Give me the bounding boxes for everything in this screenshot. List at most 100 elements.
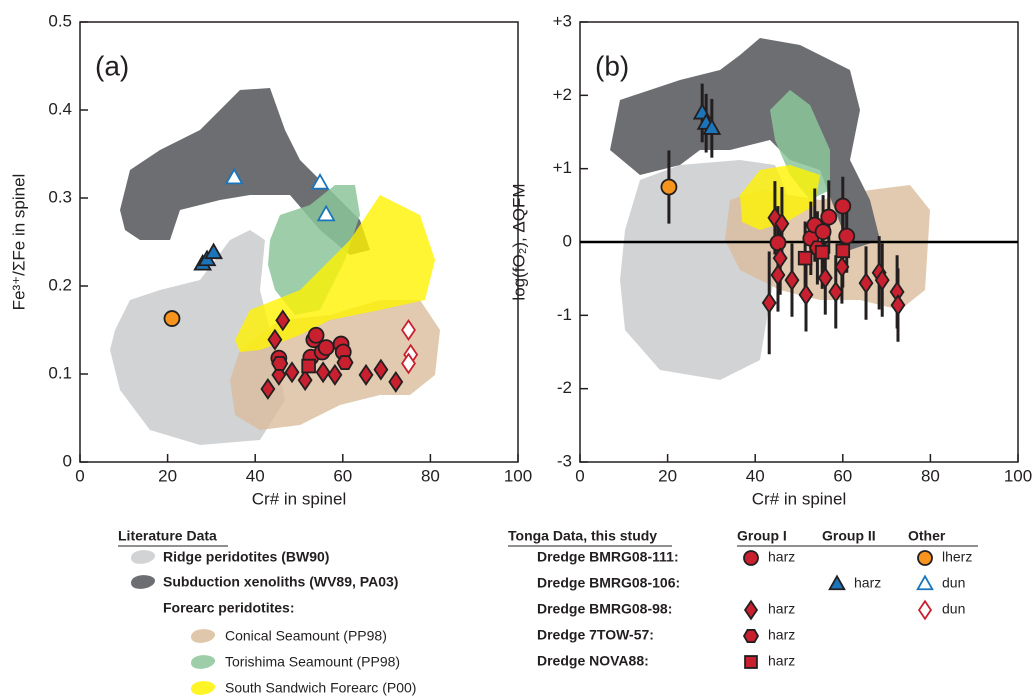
data-point	[301, 358, 316, 374]
data-point	[224, 167, 244, 185]
legend-marker	[828, 574, 846, 591]
data-point	[317, 339, 335, 356]
x-tick-label: 0	[575, 466, 584, 485]
x-tick-label: 80	[421, 466, 440, 485]
y-tick-label: -3	[557, 451, 572, 470]
legend-marker	[917, 550, 933, 566]
legend-label: harz	[768, 601, 795, 617]
data-point	[770, 264, 786, 286]
legend-swatch	[131, 575, 156, 589]
x-tick-label: 60	[833, 466, 852, 485]
data-point	[702, 118, 722, 135]
x-tick-label: 80	[921, 466, 940, 485]
y-tick-label: -1	[557, 305, 572, 324]
data-point	[797, 250, 813, 266]
data-point	[858, 272, 874, 295]
data-point	[163, 310, 181, 327]
data-point	[798, 283, 814, 306]
data-point	[814, 223, 832, 241]
data-point	[388, 370, 404, 393]
data-point	[890, 294, 906, 317]
data-point	[401, 352, 416, 375]
x-tick-label: 20	[658, 466, 677, 485]
x-tick-label: 100	[1004, 466, 1032, 485]
legend-row-label: Dredge BMRG08-106:	[537, 575, 680, 591]
legend-marker	[917, 599, 933, 621]
legend-title: Tonga Data, this study	[508, 528, 657, 544]
y-tick-label: +3	[553, 11, 572, 30]
legend-row-label: Dredge NOVA88:	[537, 653, 649, 669]
y-axis-label: log(fO₂), ΔQFM	[509, 183, 528, 300]
data-point	[834, 255, 850, 278]
column-header: Other	[908, 528, 946, 544]
legend-title: Literature Data	[118, 528, 217, 544]
data-point	[275, 309, 291, 332]
panel-label: (a)	[95, 50, 129, 81]
x-tick-label: 100	[504, 466, 532, 485]
data-point	[660, 178, 678, 196]
fields-a	[110, 88, 440, 445]
legend-swatch	[191, 655, 216, 669]
data-point	[284, 361, 300, 384]
plot-frame	[79, 21, 519, 463]
legend-marker	[743, 550, 759, 566]
y-tick-label: 0.5	[48, 11, 72, 30]
panel: 0 20 40 60 80 100 +3 +2 +1 0 -1 -2 -3 (b) Cr# in spine…	[509, 11, 1032, 508]
y-tick-label: 0	[63, 451, 72, 470]
legend-label: dun	[942, 601, 965, 617]
legend-marker	[744, 655, 758, 669]
column-header: Group II	[822, 528, 876, 544]
data-point	[316, 204, 336, 222]
x-tick-label: 0	[75, 466, 84, 485]
legend: Literature Data Tonga Data, this study G…	[118, 528, 978, 696]
legend-label: dun	[942, 575, 965, 591]
legend-marker	[742, 629, 760, 643]
y-tick-label: 0.4	[48, 99, 72, 118]
panel-label: (b)	[595, 50, 629, 81]
y-tick-label: +2	[553, 85, 572, 104]
data-point	[835, 243, 851, 259]
y-tick-label: 0.3	[48, 187, 72, 206]
y-tick-label: 0.1	[48, 363, 72, 382]
legend-marker	[743, 599, 759, 621]
data-point	[271, 356, 289, 371]
data-point	[817, 266, 833, 289]
column-header: Group I	[737, 528, 787, 544]
legend-label: lherz	[942, 549, 972, 565]
legend-label: harz	[768, 549, 795, 565]
y-tick-label: 0	[563, 231, 572, 250]
data-point	[315, 361, 331, 384]
x-tick-label: 40	[746, 466, 765, 485]
legend-subtitle: Forearc peridotites:	[163, 600, 294, 616]
legend-label: Conical Seamount (PP98)	[225, 628, 387, 644]
data-point	[373, 358, 389, 381]
x-tick-label: 40	[246, 466, 265, 485]
legend-swatch	[191, 629, 216, 643]
legend-label: harz	[768, 627, 795, 643]
legend-label: harz	[768, 653, 795, 669]
legend-swatch	[191, 681, 216, 695]
data-point	[769, 234, 787, 252]
data-point	[204, 242, 224, 260]
data-point	[401, 319, 416, 341]
legend-row-label: Dredge BMRG08-111:	[537, 549, 679, 565]
data-point	[260, 377, 276, 400]
data-point	[828, 280, 844, 303]
data-point	[267, 328, 283, 351]
legend-swatch	[131, 550, 156, 564]
panel: 0 20 40 60 80 100 0 0.1 0.2 0.3 0.4 0.5 (a) Cr# in sp…	[9, 11, 532, 508]
x-axis-label: Cr# in spinel	[252, 489, 347, 508]
y-tick-label: -2	[557, 378, 572, 397]
y-tick-label: 0.2	[48, 275, 72, 294]
data-point	[761, 291, 777, 314]
data-point	[307, 326, 325, 344]
data-point	[358, 363, 374, 386]
data-point	[297, 369, 313, 392]
legend-marker	[916, 574, 934, 591]
legend-label: South Sandwich Forearc (P00)	[225, 680, 416, 696]
plots: 0 20 40 60 80 100 0 0.1 0.2 0.3 0.4 0.5 (a) Cr# in sp…	[9, 11, 1032, 508]
x-tick-label: 60	[333, 466, 352, 485]
x-tick-label: 20	[158, 466, 177, 485]
legend-label: Torishima Seamount (PP98)	[225, 654, 400, 670]
